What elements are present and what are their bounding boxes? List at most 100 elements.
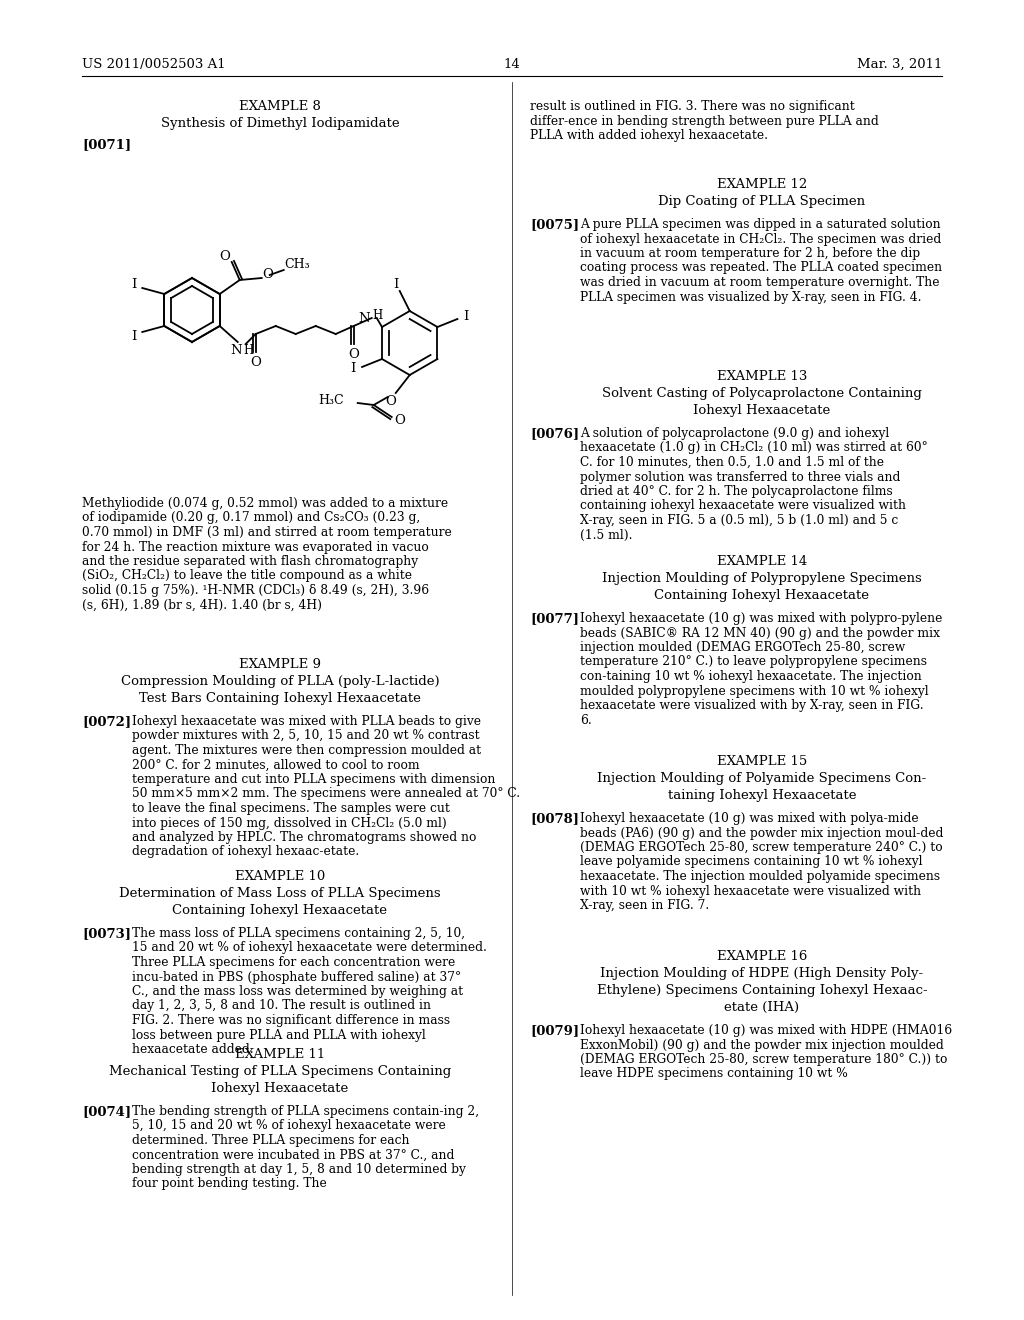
Text: dried at 40° C. for 2 h. The polycaprolactone films: dried at 40° C. for 2 h. The polycaprola… <box>580 484 893 498</box>
Text: incu-bated in PBS (phosphate buffered saline) at 37°: incu-bated in PBS (phosphate buffered sa… <box>132 970 461 983</box>
Text: PLLA with added iohexyl hexaacetate.: PLLA with added iohexyl hexaacetate. <box>530 129 768 143</box>
Text: (SiO₂, CH₂Cl₂) to leave the title compound as a white: (SiO₂, CH₂Cl₂) to leave the title compou… <box>82 569 412 582</box>
Text: H: H <box>373 309 383 322</box>
Text: Compression Moulding of PLLA (poly-L-lactide): Compression Moulding of PLLA (poly-L-lac… <box>121 675 439 688</box>
Text: powder mixtures with 2, 5, 10, 15 and 20 wt % contrast: powder mixtures with 2, 5, 10, 15 and 20… <box>132 730 479 742</box>
Text: 6.: 6. <box>580 714 592 726</box>
Text: moulded polypropylene specimens with 10 wt % iohexyl: moulded polypropylene specimens with 10 … <box>580 685 929 697</box>
Text: [0073]: [0073] <box>82 927 131 940</box>
Text: EXAMPLE 15: EXAMPLE 15 <box>717 755 807 768</box>
Text: polymer solution was transferred to three vials and: polymer solution was transferred to thre… <box>580 470 900 483</box>
Text: O: O <box>348 348 359 360</box>
Text: H: H <box>244 345 254 356</box>
Text: beads (SABIC® RA 12 MN 40) (90 g) and the powder mix: beads (SABIC® RA 12 MN 40) (90 g) and th… <box>580 627 940 639</box>
Text: Test Bars Containing Iohexyl Hexaacetate: Test Bars Containing Iohexyl Hexaacetate <box>139 692 421 705</box>
Text: of iodipamide (0.20 g, 0.17 mmol) and Cs₂CO₃ (0.23 g,: of iodipamide (0.20 g, 0.17 mmol) and Cs… <box>82 511 420 524</box>
Text: for 24 h. The reaction mixture was evaporated in vacuo: for 24 h. The reaction mixture was evapo… <box>82 540 429 553</box>
Text: [0078]: [0078] <box>530 812 579 825</box>
Text: day 1, 2, 3, 5, 8 and 10. The result is outlined in: day 1, 2, 3, 5, 8 and 10. The result is … <box>132 999 431 1012</box>
Text: and the residue separated with flash chromatography: and the residue separated with flash chr… <box>82 554 418 568</box>
Text: hexaacetate added.: hexaacetate added. <box>132 1043 254 1056</box>
Text: Injection Moulding of Polyamide Specimens Con-: Injection Moulding of Polyamide Specimen… <box>597 772 927 785</box>
Text: solid (0.15 g 75%). ¹H-NMR (CDCl₃) δ 8.49 (s, 2H), 3.96: solid (0.15 g 75%). ¹H-NMR (CDCl₃) δ 8.4… <box>82 583 429 597</box>
Text: Iohexyl Hexaacetate: Iohexyl Hexaacetate <box>211 1082 348 1096</box>
Text: O: O <box>263 268 273 281</box>
Text: N: N <box>358 312 370 325</box>
Text: Ethylene) Specimens Containing Iohexyl Hexaac-: Ethylene) Specimens Containing Iohexyl H… <box>597 983 928 997</box>
Text: EXAMPLE 13: EXAMPLE 13 <box>717 370 807 383</box>
Text: taining Iohexyl Hexaacetate: taining Iohexyl Hexaacetate <box>668 789 856 803</box>
Text: O: O <box>250 356 261 370</box>
Text: (DEMAG ERGOTech 25-80, screw temperature 180° C.)) to: (DEMAG ERGOTech 25-80, screw temperature… <box>580 1053 947 1067</box>
Text: I: I <box>393 279 398 292</box>
Text: containing iohexyl hexaacetate were visualized with: containing iohexyl hexaacetate were visu… <box>580 499 906 512</box>
Text: to leave the final specimens. The samples were cut: to leave the final specimens. The sample… <box>132 803 450 814</box>
Text: etate (IHA): etate (IHA) <box>724 1001 800 1014</box>
Text: beads (PA6) (90 g) and the powder mix injection moul-ded: beads (PA6) (90 g) and the powder mix in… <box>580 826 943 840</box>
Text: 5, 10, 15 and 20 wt % of iohexyl hexaacetate were: 5, 10, 15 and 20 wt % of iohexyl hexaace… <box>132 1119 445 1133</box>
Text: Mar. 3, 2011: Mar. 3, 2011 <box>857 58 942 71</box>
Text: C. for 10 minutes, then 0.5, 1.0 and 1.5 ml of the: C. for 10 minutes, then 0.5, 1.0 and 1.5… <box>580 455 884 469</box>
Text: bending strength at day 1, 5, 8 and 10 determined by: bending strength at day 1, 5, 8 and 10 d… <box>132 1163 466 1176</box>
Text: (1.5 ml).: (1.5 ml). <box>580 528 633 541</box>
Text: Iohexyl hexaacetate was mixed with PLLA beads to give: Iohexyl hexaacetate was mixed with PLLA … <box>132 715 481 729</box>
Text: Iohexyl hexaacetate (10 g) was mixed with HDPE (HMA016: Iohexyl hexaacetate (10 g) was mixed wit… <box>580 1024 952 1038</box>
Text: hexaacetate (1.0 g) in CH₂Cl₂ (10 ml) was stirred at 60°: hexaacetate (1.0 g) in CH₂Cl₂ (10 ml) wa… <box>580 441 928 454</box>
Text: CH₃: CH₃ <box>285 259 310 272</box>
Text: O: O <box>394 414 406 428</box>
Text: coating process was repeated. The PLLA coated specimen: coating process was repeated. The PLLA c… <box>580 261 942 275</box>
Text: Containing Iohexyl Hexaacetate: Containing Iohexyl Hexaacetate <box>172 904 387 917</box>
Text: agent. The mixtures were then compression moulded at: agent. The mixtures were then compressio… <box>132 744 481 756</box>
Text: 14: 14 <box>504 58 520 71</box>
Text: hexaacetate were visualized with by X-ray, seen in FIG.: hexaacetate were visualized with by X-ra… <box>580 700 924 711</box>
Text: was dried in vacuum at room temperature overnight. The: was dried in vacuum at room temperature … <box>580 276 939 289</box>
Text: A pure PLLA specimen was dipped in a saturated solution: A pure PLLA specimen was dipped in a sat… <box>580 218 941 231</box>
Text: Injection Moulding of Polypropylene Specimens: Injection Moulding of Polypropylene Spec… <box>602 572 922 585</box>
Text: Iohexyl Hexaacetate: Iohexyl Hexaacetate <box>693 404 830 417</box>
Text: temperature and cut into PLLA specimens with dimension: temperature and cut into PLLA specimens … <box>132 774 496 785</box>
Text: H₃C: H₃C <box>318 393 344 407</box>
Text: concentration were incubated in PBS at 37° C., and: concentration were incubated in PBS at 3… <box>132 1148 455 1162</box>
Text: O: O <box>219 251 230 264</box>
Text: I: I <box>464 310 469 323</box>
Text: EXAMPLE 12: EXAMPLE 12 <box>717 178 807 191</box>
Text: con-taining 10 wt % iohexyl hexaacetate. The injection: con-taining 10 wt % iohexyl hexaacetate.… <box>580 671 922 682</box>
Text: injection moulded (DEMAG ERGOTech 25-80, screw: injection moulded (DEMAG ERGOTech 25-80,… <box>580 642 905 653</box>
Text: leave HDPE specimens containing 10 wt %: leave HDPE specimens containing 10 wt % <box>580 1068 848 1081</box>
Text: C., and the mass loss was determined by weighing at: C., and the mass loss was determined by … <box>132 985 463 998</box>
Text: differ-ence in bending strength between pure PLLA and: differ-ence in bending strength between … <box>530 115 879 128</box>
Text: temperature 210° C.) to leave polypropylene specimens: temperature 210° C.) to leave polypropyl… <box>580 656 927 668</box>
Text: 0.70 mmol) in DMF (3 ml) and stirred at room temperature: 0.70 mmol) in DMF (3 ml) and stirred at … <box>82 525 452 539</box>
Text: The mass loss of PLLA specimens containing 2, 5, 10,: The mass loss of PLLA specimens containi… <box>132 927 465 940</box>
Text: I: I <box>132 330 137 342</box>
Text: Iohexyl hexaacetate (10 g) was mixed with polypro-pylene: Iohexyl hexaacetate (10 g) was mixed wit… <box>580 612 942 624</box>
Text: result is outlined in FIG. 3. There was no significant: result is outlined in FIG. 3. There was … <box>530 100 855 114</box>
Text: [0075]: [0075] <box>530 218 580 231</box>
Text: (DEMAG ERGOTech 25-80, screw temperature 240° C.) to: (DEMAG ERGOTech 25-80, screw temperature… <box>580 841 943 854</box>
Text: [0072]: [0072] <box>82 715 131 729</box>
Text: EXAMPLE 11: EXAMPLE 11 <box>234 1048 326 1061</box>
Text: and analyzed by HPLC. The chromatograms showed no: and analyzed by HPLC. The chromatograms … <box>132 832 476 843</box>
Text: in vacuum at room temperature for 2 h, before the dip: in vacuum at room temperature for 2 h, b… <box>580 247 921 260</box>
Text: [0077]: [0077] <box>530 612 579 624</box>
Text: of iohexyl hexaacetate in CH₂Cl₂. The specimen was dried: of iohexyl hexaacetate in CH₂Cl₂. The sp… <box>580 232 941 246</box>
Text: hexaacetate. The injection moulded polyamide specimens: hexaacetate. The injection moulded polya… <box>580 870 940 883</box>
Text: Mechanical Testing of PLLA Specimens Containing: Mechanical Testing of PLLA Specimens Con… <box>109 1065 452 1078</box>
Text: PLLA specimen was visualized by X-ray, seen in FIG. 4.: PLLA specimen was visualized by X-ray, s… <box>580 290 922 304</box>
Text: EXAMPLE 14: EXAMPLE 14 <box>717 554 807 568</box>
Text: EXAMPLE 9: EXAMPLE 9 <box>239 657 321 671</box>
Text: 50 mm×5 mm×2 mm. The specimens were annealed at 70° C.: 50 mm×5 mm×2 mm. The specimens were anne… <box>132 788 520 800</box>
Text: X-ray, seen in FIG. 5 a (0.5 ml), 5 b (1.0 ml) and 5 c: X-ray, seen in FIG. 5 a (0.5 ml), 5 b (1… <box>580 513 898 527</box>
Text: EXAMPLE 8: EXAMPLE 8 <box>239 100 321 114</box>
Text: 200° C. for 2 minutes, allowed to cool to room: 200° C. for 2 minutes, allowed to cool t… <box>132 759 420 771</box>
Text: A solution of polycaprolactone (9.0 g) and iohexyl: A solution of polycaprolactone (9.0 g) a… <box>580 426 889 440</box>
Text: X-ray, seen in FIG. 7.: X-ray, seen in FIG. 7. <box>580 899 710 912</box>
Text: O: O <box>385 395 396 408</box>
Text: 15 and 20 wt % of iohexyl hexaacetate were determined.: 15 and 20 wt % of iohexyl hexaacetate we… <box>132 941 486 954</box>
Text: Methyliodide (0.074 g, 0.52 mmol) was added to a mixture: Methyliodide (0.074 g, 0.52 mmol) was ad… <box>82 498 449 510</box>
Text: into pieces of 150 mg, dissolved in CH₂Cl₂ (5.0 ml): into pieces of 150 mg, dissolved in CH₂C… <box>132 817 446 829</box>
Text: [0074]: [0074] <box>82 1105 131 1118</box>
Text: Three PLLA specimens for each concentration were: Three PLLA specimens for each concentrat… <box>132 956 456 969</box>
Text: Determination of Mass Loss of PLLA Specimens: Determination of Mass Loss of PLLA Speci… <box>119 887 440 900</box>
Text: Injection Moulding of HDPE (High Density Poly-: Injection Moulding of HDPE (High Density… <box>600 968 924 979</box>
